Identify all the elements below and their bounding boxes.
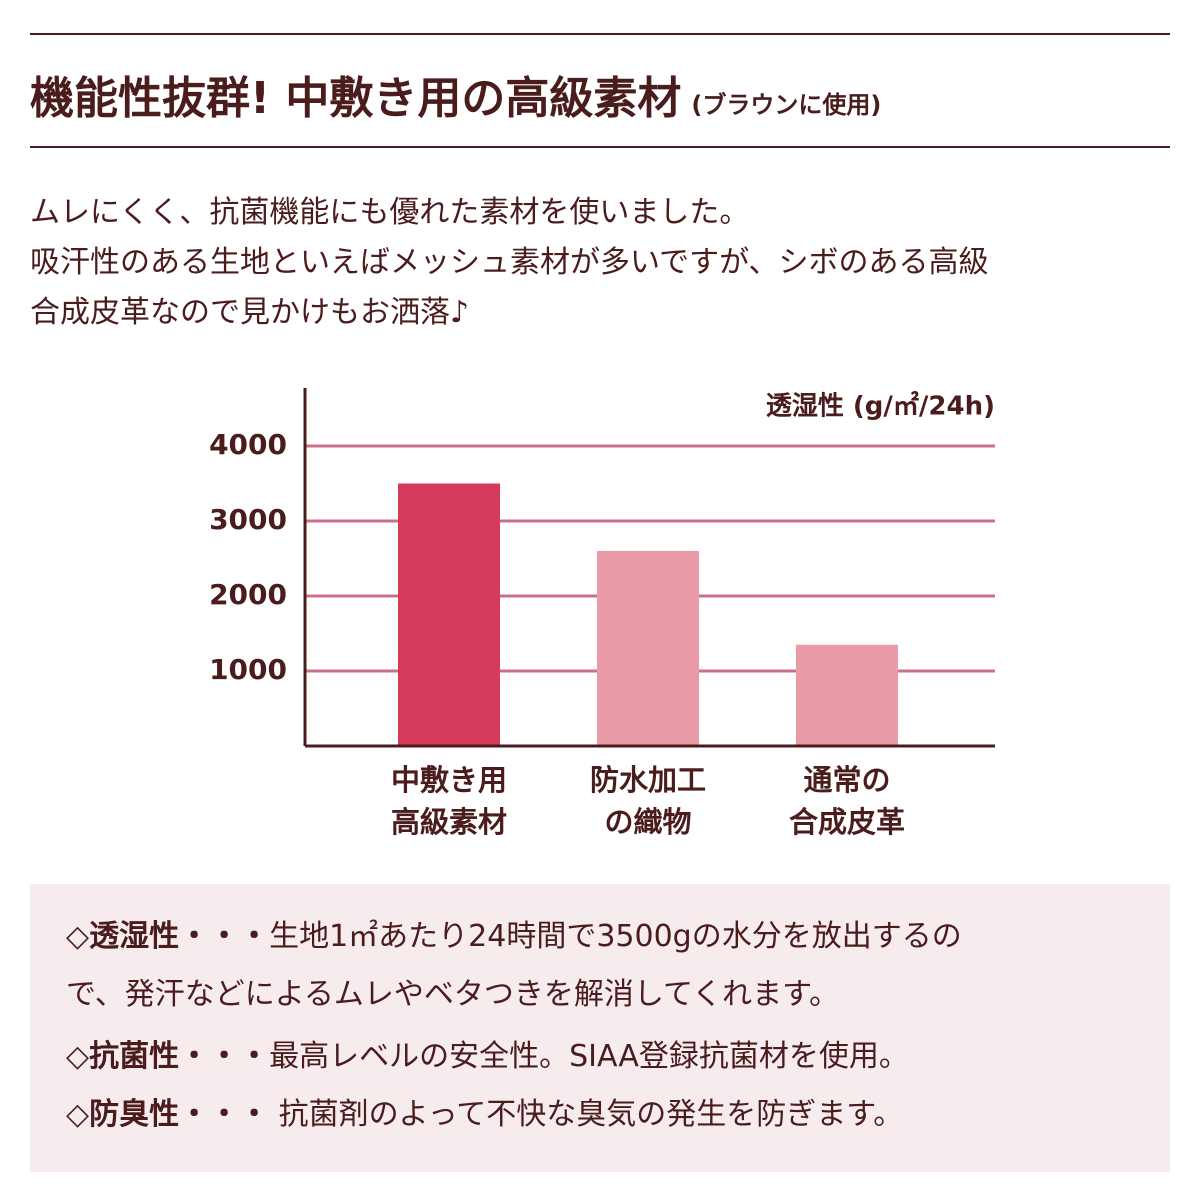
note-line: で、発汗などによるムレやベタつきを解消してくれます。 (66, 966, 839, 1024)
separator: ・・・ (179, 1039, 270, 1074)
bar (796, 644, 898, 746)
y-axis-label: 透湿性 (g/㎡/24h) (766, 391, 995, 422)
bar (597, 551, 699, 746)
note-text: 生地1㎡あたり24時間で3500gの水分を放出するの (269, 919, 962, 954)
y-tick-label: 2000 (209, 578, 287, 611)
subtitle: (ブラウンに使用) (691, 91, 882, 119)
bullet: ◇ (66, 1039, 90, 1074)
y-tick-label: 3000 (209, 503, 287, 536)
intro: ムレにくく、抗菌機能にも優れた素材を使いました。吸汗性のある生地といえばメッシュ… (30, 188, 989, 338)
x-tick-label: 高級素材 (391, 805, 507, 839)
x-tick-label: 防水加工 (590, 763, 706, 797)
header-title: 機能性抜群! 中敷き用の高級素材 (ブラウンに使用) (30, 62, 881, 126)
x-tick-label: 通常の (803, 763, 890, 797)
intro-line: 吸汗性のある生地といえばメッシュ素材が多いですが、シボのある高級 (30, 245, 989, 280)
note-text: 抗菌剤のよって不快な臭気の発生を防ぎます。 (269, 1097, 904, 1132)
rule (30, 146, 1170, 148)
separator: ・・・ (179, 1097, 270, 1132)
bullet: ◇ (66, 1097, 90, 1132)
title-text: 機能性抜群! 中敷き用の高級素材 (30, 73, 682, 124)
intro-line: ムレにくく、抗菌機能にも優れた素材を使いました。 (30, 195, 750, 230)
rule (30, 33, 1170, 35)
note-text: で、発汗などによるムレやベタつきを解消してくれます。 (66, 977, 840, 1012)
note-label: 抗菌性 (89, 1039, 180, 1074)
y-tick-label: 4000 (209, 428, 287, 461)
y-tick-label: 1000 (209, 653, 287, 686)
notes: ◇透湿性・・・生地1㎡あたり24時間で3500gの水分を放出するの で、発汗などに… (30, 884, 1170, 1172)
note-line: ◇防臭性・・・ 抗菌剤のよって不快な臭気の発生を防ぎます。 (66, 1086, 903, 1144)
note-label: 透湿性 (89, 919, 180, 954)
x-tick-label: 中敷き用 (391, 763, 507, 797)
intro-line: 合成皮革なので見かけもお洒落♪ (30, 295, 470, 330)
note-text: 最高レベルの安全性。SIAA登録抗菌材を使用。 (269, 1039, 909, 1074)
x-tick-label: の織物 (604, 805, 691, 839)
bullet: ◇ (66, 919, 90, 954)
note-label: 防臭性 (89, 1097, 180, 1132)
x-tick-label: 合成皮革 (789, 805, 905, 839)
note-line: ◇透湿性・・・生地1㎡あたり24時間で3500gの水分を放出するの (66, 908, 962, 966)
separator: ・・・ (179, 919, 270, 954)
bar (398, 483, 500, 746)
note-line: ◇抗菌性・・・最高レベルの安全性。SIAA登録抗菌材を使用。 (66, 1028, 909, 1086)
